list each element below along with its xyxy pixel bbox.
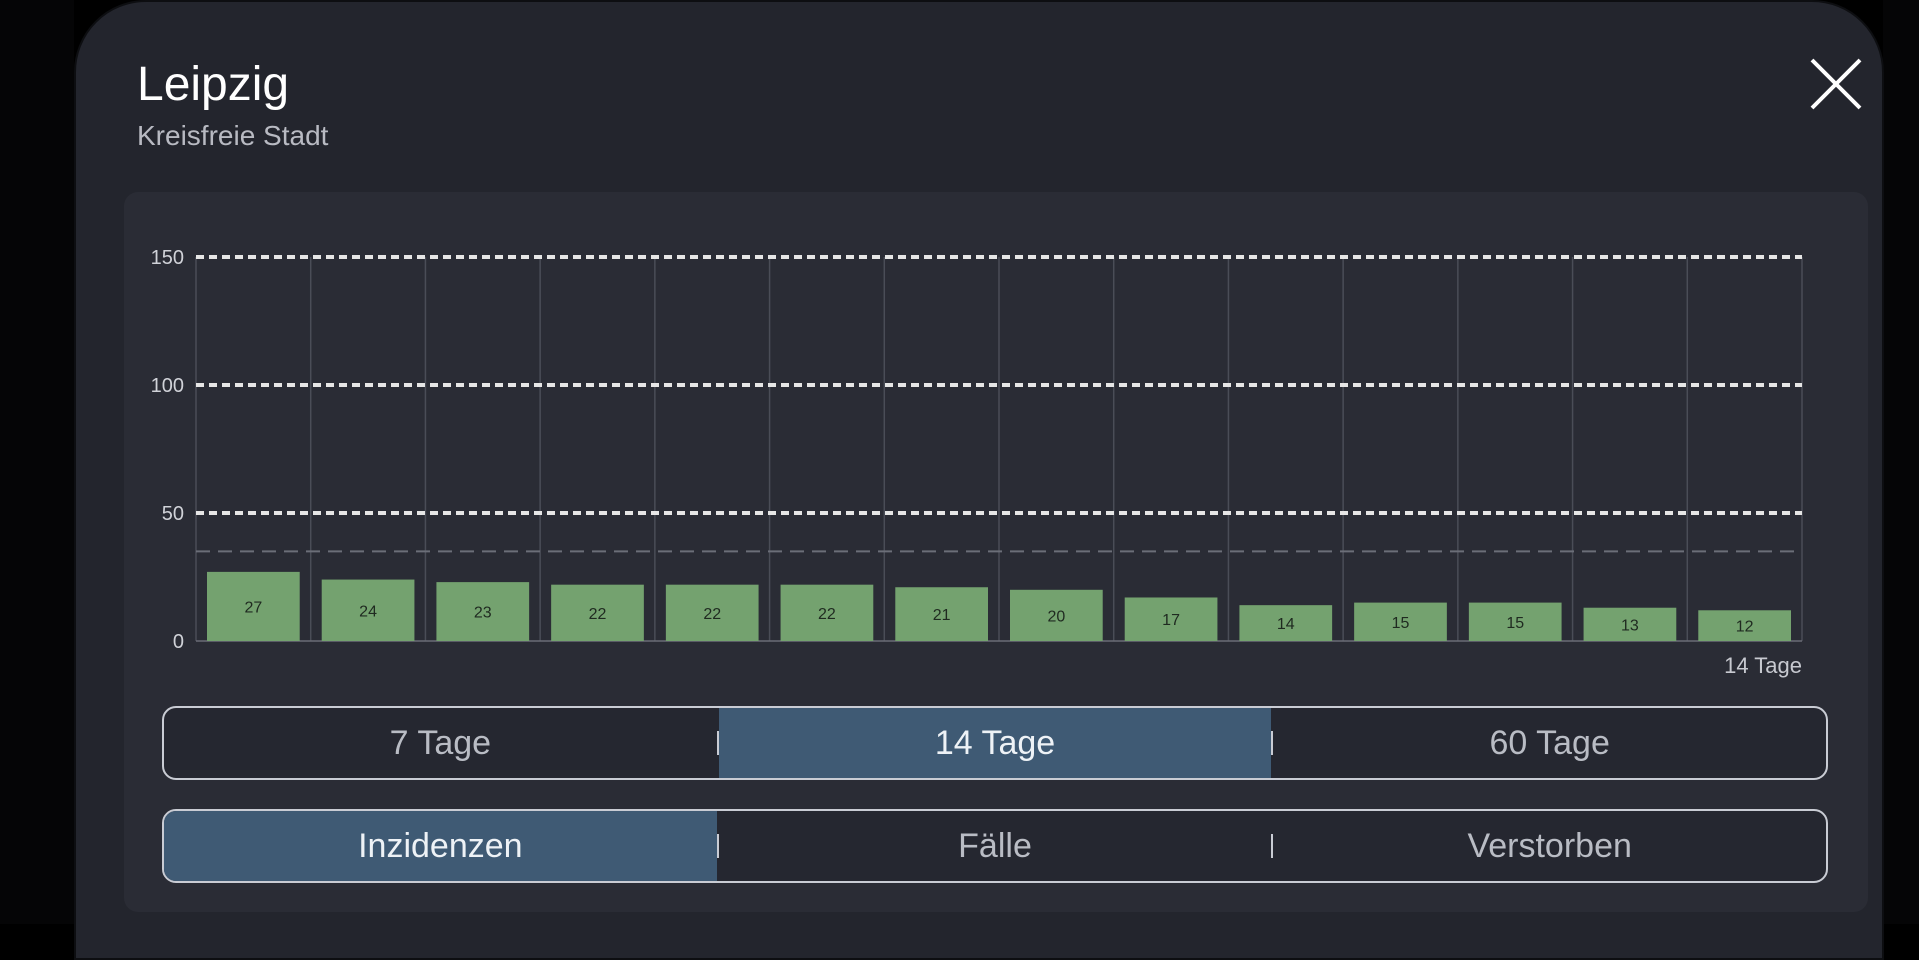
bar-label-1: 24 [359,603,377,620]
bar-3 [551,584,644,641]
bar-9 [1239,605,1333,641]
bar-label-3: 22 [589,606,607,623]
y-tick-label: 50 [162,503,184,525]
period-option-7[interactable]: 7 Tage [389,723,492,762]
period-option-14[interactable]: 14 Tage [718,708,1272,778]
period-separator [1271,731,1274,755]
close-button[interactable] [1808,56,1864,112]
page-title: Leipzig [137,58,290,111]
bar-10 [1354,602,1447,641]
bar-11 [1468,602,1562,641]
y-tick-label: 0 [173,631,184,653]
metric-separator [1271,834,1274,858]
bar-label-4: 22 [703,606,721,623]
incidence-chart: 0 50 100 150 27 24 23 22 22 22 21 20 17 14 15 15 13 12 14 … [151,247,1803,678]
close-icon [1810,58,1862,110]
bar-1 [321,579,415,641]
bar-label-12: 13 [1621,617,1639,634]
bar-label-8: 17 [1162,612,1180,629]
period-option-60[interactable]: 60 Tage [1489,723,1610,762]
bar-label-9: 14 [1277,616,1295,633]
period-selector[interactable]: 7 Tage 14 Tage 60 Tage [162,706,1828,780]
bar-2 [436,582,530,641]
metric-option-cases[interactable]: Fälle [958,826,1032,865]
page-subtitle: Kreisfreie Stadt [137,120,329,151]
left-edge [0,0,74,924]
bar-label-6: 21 [933,607,951,624]
metric-option-deaths[interactable]: Verstorben [1467,826,1632,865]
bar-label-5: 22 [818,606,836,623]
bar-label-11: 15 [1506,615,1524,632]
metric-selector[interactable]: Inzidenzen Fälle Verstorben [162,809,1828,883]
right-edge [1883,0,1919,924]
bar-8 [1124,597,1218,641]
bar-13 [1698,610,1791,641]
bar-4 [665,584,759,641]
bar-label-2: 23 [474,605,492,622]
bar-6 [895,587,988,641]
bar-7 [1010,589,1103,641]
x-axis-label: 14 Tage [1724,653,1802,678]
metric-separator [716,834,719,858]
period-separator [716,731,719,755]
bar-label-7: 20 [1047,608,1065,625]
bar-label-13: 12 [1736,619,1754,636]
y-tick-label: 150 [151,247,184,269]
y-tick-label: 100 [151,375,184,397]
metric-option-incidence[interactable]: Inzidenzen [164,811,717,881]
bar-label-0: 27 [244,599,262,616]
bar-12 [1583,607,1677,641]
bar-5 [780,584,874,641]
bar-label-10: 15 [1392,615,1410,632]
bar-0 [207,571,300,641]
